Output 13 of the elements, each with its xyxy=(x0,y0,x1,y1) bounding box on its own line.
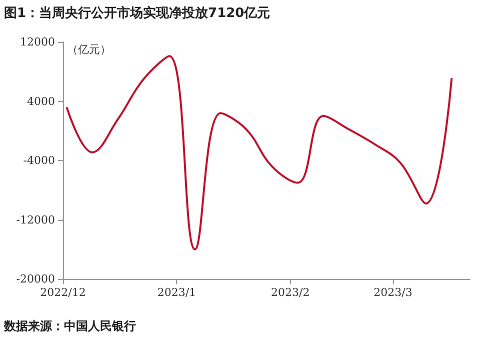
line-series xyxy=(66,55,453,250)
x-tick-label: 2023/1 xyxy=(157,286,196,299)
y-tick-label: -12000 xyxy=(16,213,55,226)
y-tick-label: -20000 xyxy=(16,272,55,286)
x-tick-label: 2023/3 xyxy=(374,286,412,299)
y-tick-label: -4000 xyxy=(23,154,55,167)
x-tick-label: 2023/2 xyxy=(270,286,310,299)
x-tick-label: 2022/12 xyxy=(40,286,86,299)
chart-title: 图1：当周央行公开市场实现净投放7120亿元 xyxy=(4,4,270,22)
y-tick-label: 12000 xyxy=(20,36,55,48)
y-axis-title: （亿元） xyxy=(67,44,111,56)
source-note: 数据来源：中国人民银行 xyxy=(4,318,136,335)
y-tick-label: 4000 xyxy=(27,94,55,108)
